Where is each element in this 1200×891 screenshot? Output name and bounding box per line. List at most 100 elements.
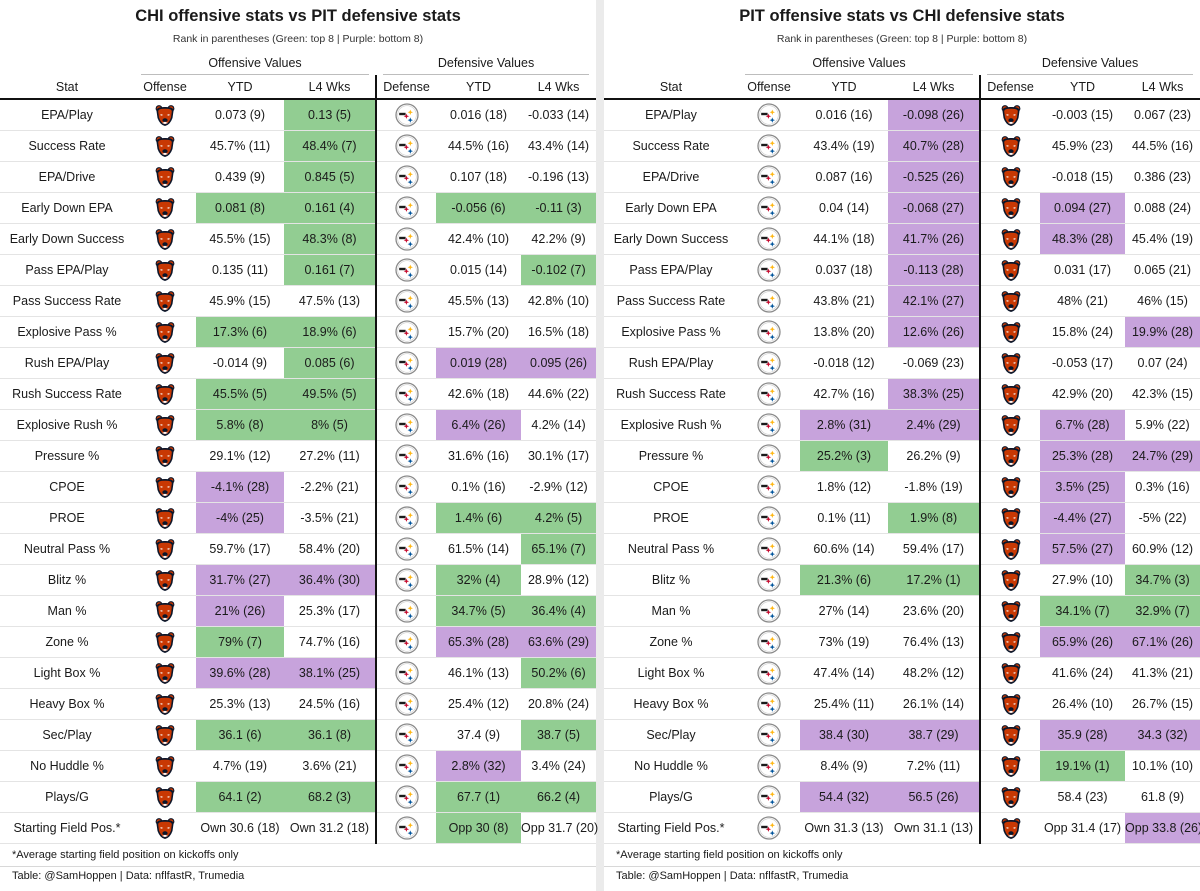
offense-logo-cell [134, 626, 196, 658]
offense-ytd-cell: 0.081 (8) [196, 192, 284, 224]
bears-logo [134, 258, 196, 282]
offense-ytd-cell: 0.439 (9) [196, 161, 284, 193]
steelers-logo [738, 784, 800, 809]
credit-line: Table: @SamHoppen | Data: nflfastR, Trum… [12, 870, 245, 882]
offense-ytd-cell: 17.3% (6) [196, 316, 284, 348]
table-row: Plays/G 64.1 (2) 68.2 (3) 67.7 (1) 66.2 (4) [0, 781, 597, 813]
offense-ytd-cell: 64.1 (2) [196, 781, 284, 813]
defense-logo-cell [375, 99, 437, 131]
offense-logo-cell [134, 471, 196, 503]
table-row: Pass Success Rate 45.9% (15) 47.5% (13) 45.… [0, 285, 597, 317]
stat-name-cell: Explosive Pass % [0, 316, 134, 348]
defense-logo-cell [979, 285, 1041, 317]
offense-ytd-cell: 0.135 (11) [196, 254, 284, 286]
offense-logo-cell [134, 347, 196, 379]
bears-logo [981, 382, 1040, 406]
defense-l4-cell: -0.102 (7) [521, 254, 597, 286]
offense-ytd-cell: 21.3% (6) [800, 564, 888, 596]
steelers-logo [377, 567, 436, 592]
offense-ytd-cell: 43.8% (21) [800, 285, 888, 317]
stat-name-cell: CPOE [604, 471, 738, 503]
offense-l4-cell: 18.9% (6) [284, 316, 377, 348]
bears-logo [981, 351, 1040, 375]
offense-l4-cell: 47.5% (13) [284, 285, 377, 317]
defense-l4-header: L4 Wks [521, 75, 597, 100]
defense-logo-cell [979, 533, 1041, 565]
defense-ytd-cell: 35.9 (28) [1040, 719, 1126, 751]
table-row: Success Rate 45.7% (11) 48.4% (7) 44.5% (16… [0, 130, 597, 162]
offense-logo-cell [738, 471, 800, 503]
defense-ytd-cell: -0.018 (15) [1040, 161, 1126, 193]
offense-ytd-cell: 43.4% (19) [800, 130, 888, 162]
defense-ytd-cell: -4.4% (27) [1040, 502, 1126, 534]
offense-l4-cell: 38.1% (25) [284, 657, 377, 689]
offense-l4-cell: 1.9% (8) [888, 502, 981, 534]
offense-l4-cell: 0.085 (6) [284, 347, 377, 379]
defense-l4-cell: 19.9% (28) [1125, 316, 1200, 348]
stat-name-cell: Early Down Success [604, 223, 738, 255]
offense-logo-cell [738, 657, 800, 689]
bears-logo [981, 661, 1040, 685]
defense-logo-cell [979, 316, 1041, 348]
stat-name-cell: Early Down Success [0, 223, 134, 255]
table-row: EPA/Play 0.073 (9) 0.13 (5) 0.016 (18) -0.03… [0, 99, 597, 131]
stat-name-cell: Plays/G [604, 781, 738, 813]
defense-l4-cell: 63.6% (29) [521, 626, 597, 658]
stat-name-cell: Rush EPA/Play [604, 347, 738, 379]
table-row: Success Rate 43.4% (19) 40.7% (28) 45.9% (2… [604, 130, 1200, 162]
defense-ytd-cell: 0.019 (28) [436, 347, 522, 379]
offense-ytd-cell: 25.4% (11) [800, 688, 888, 720]
defense-column-header: Defense [979, 75, 1041, 100]
offense-logo-cell [134, 285, 196, 317]
bears-logo [134, 103, 196, 127]
offense-logo-cell [134, 192, 196, 224]
offense-ytd-cell: 4.7% (19) [196, 750, 284, 782]
offense-ytd-cell: -0.014 (9) [196, 347, 284, 379]
steelers-logo [377, 474, 436, 499]
offense-ytd-cell: 8.4% (9) [800, 750, 888, 782]
defense-ytd-cell: 25.4% (12) [436, 688, 522, 720]
offense-ytd-cell: -4% (25) [196, 502, 284, 534]
offense-l4-cell: 36.4% (30) [284, 564, 377, 596]
panel-title: PIT offensive stats vs CHI defensive sta… [739, 7, 1065, 25]
group-header-row: Offensive Values Defensive Values [604, 51, 1200, 75]
credit-line: Table: @SamHoppen | Data: nflfastR, Trum… [616, 870, 849, 882]
defense-ytd-cell: 2.8% (32) [436, 750, 522, 782]
defense-logo-cell [979, 130, 1041, 162]
defense-logo-cell [979, 378, 1041, 410]
stat-name-cell: EPA/Drive [604, 161, 738, 193]
defense-ytd-cell: 48% (21) [1040, 285, 1126, 317]
offense-l4-cell: 74.7% (16) [284, 626, 377, 658]
defense-l4-cell: 43.4% (14) [521, 130, 597, 162]
steelers-logo [377, 226, 436, 251]
steelers-logo [738, 505, 800, 530]
defense-logo-cell [979, 781, 1041, 813]
table-row: Zone % 79% (7) 74.7% (16) 65.3% (28) 63.6% (… [0, 626, 597, 658]
defense-logo-cell [375, 316, 437, 348]
defense-ytd-cell: 3.5% (25) [1040, 471, 1126, 503]
offense-logo-cell [134, 750, 196, 782]
offense-ytd-cell: 79% (7) [196, 626, 284, 658]
stat-name-cell: Early Down EPA [604, 192, 738, 224]
stat-name-cell: Rush EPA/Play [0, 347, 134, 379]
stat-name-cell: No Huddle % [604, 750, 738, 782]
stat-name-cell: Man % [604, 595, 738, 627]
defense-logo-cell [375, 719, 437, 751]
stat-name-cell: Man % [0, 595, 134, 627]
footer-divider [604, 866, 1200, 867]
offense-logo-cell [134, 99, 196, 131]
steelers-logo [377, 350, 436, 375]
table-row: Early Down Success 45.5% (15) 48.3% (8) 42.… [0, 223, 597, 255]
steelers-logo [738, 195, 800, 220]
stat-name-cell: Pass Success Rate [0, 285, 134, 317]
defense-l4-cell: 0.386 (23) [1125, 161, 1200, 193]
panel-divider [596, 0, 604, 891]
offense-ytd-cell: -0.018 (12) [800, 347, 888, 379]
stat-name-cell: Pass EPA/Play [604, 254, 738, 286]
defense-l4-cell: 44.5% (16) [1125, 130, 1200, 162]
table-row: Starting Field Pos.* Own 31.3 (13) Own 31.… [604, 812, 1200, 844]
stat-name-cell: Plays/G [0, 781, 134, 813]
offense-l4-cell: 38.7 (29) [888, 719, 981, 751]
panel-title: CHI offensive stats vs PIT defensive sta… [135, 7, 461, 25]
defense-logo-cell [375, 533, 437, 565]
